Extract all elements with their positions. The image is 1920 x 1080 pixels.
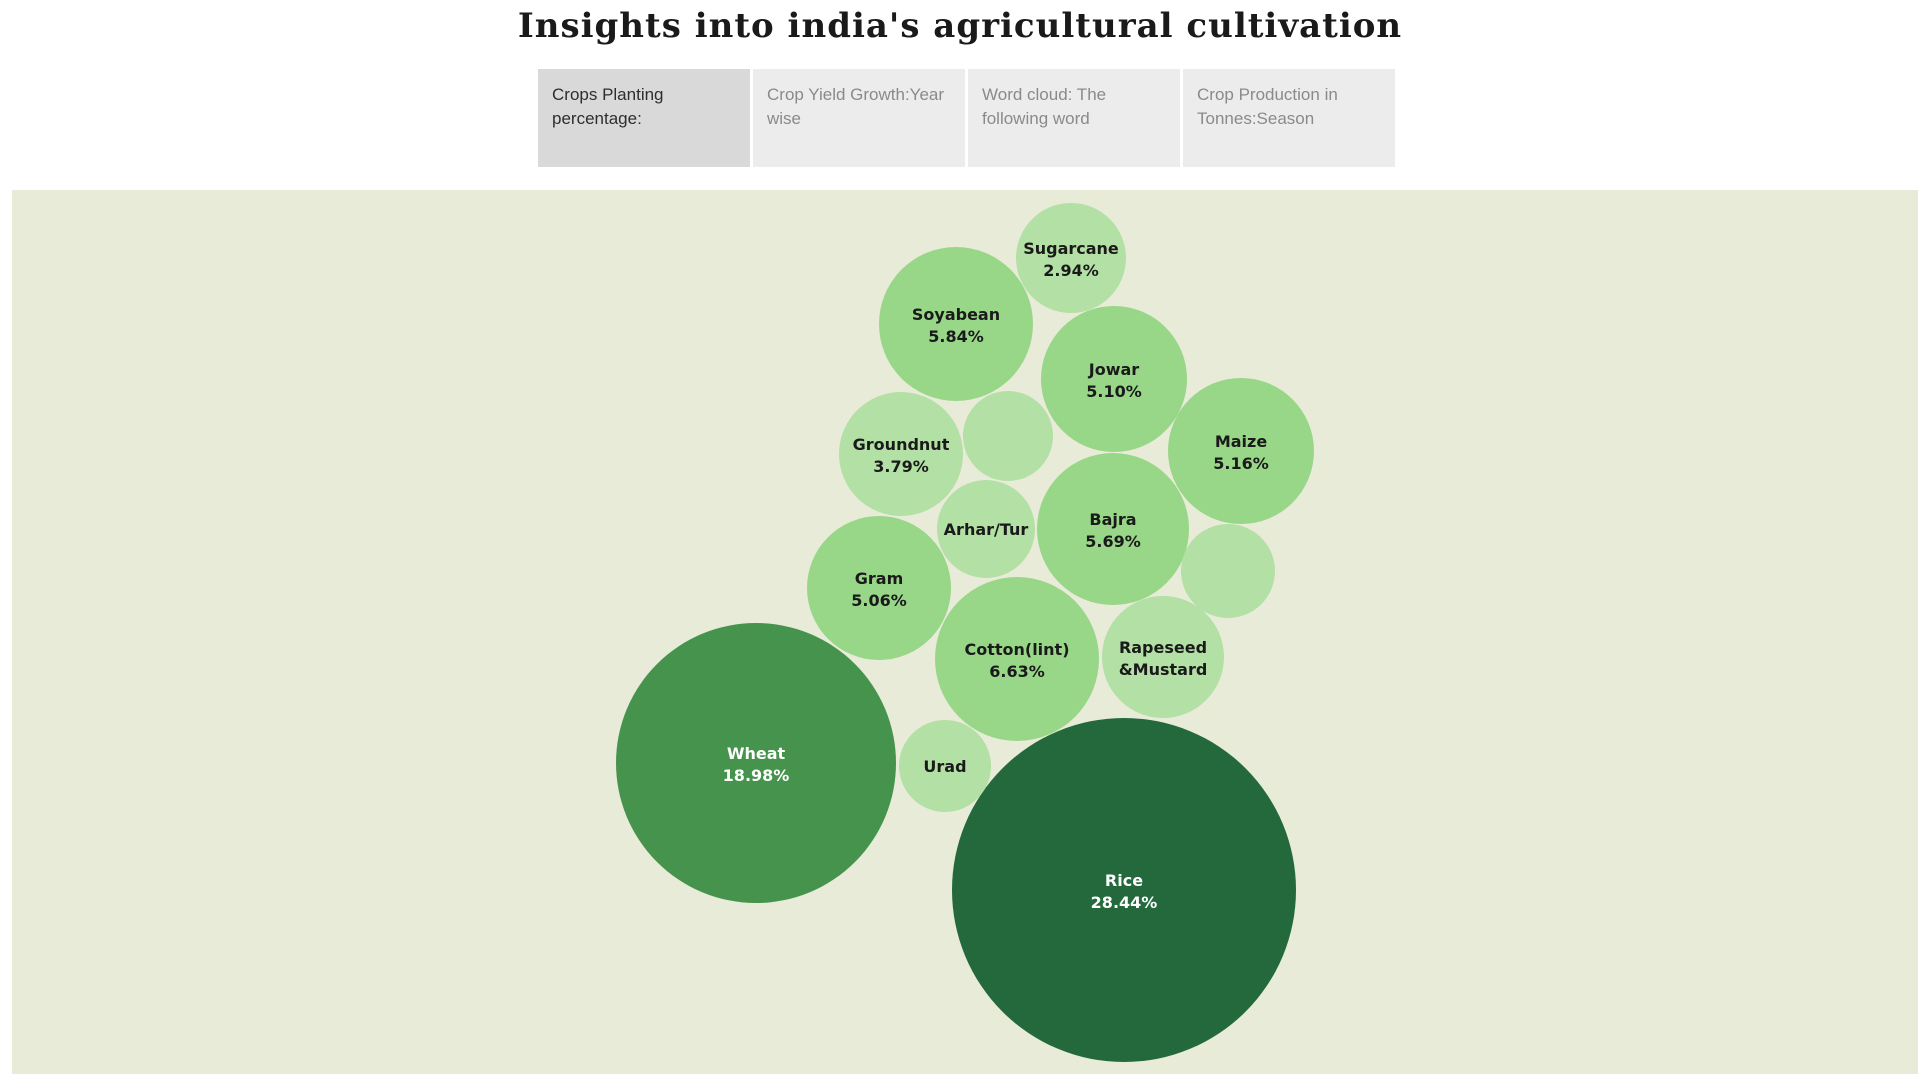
bubble-value-maize: 5.16%	[1213, 454, 1269, 473]
tab-crops-planting-percentage[interactable]: Crops Planting percentage:	[538, 69, 750, 167]
bubble-circle-jowar[interactable]	[1041, 306, 1187, 452]
bubble-urad[interactable]: Urad	[899, 720, 991, 812]
bubble-circle-sugarcane[interactable]	[1016, 203, 1126, 313]
bubble-value-wheat: 18.98%	[723, 766, 790, 785]
bubble-sugarcane[interactable]: Sugarcane 2.94%	[1016, 203, 1126, 313]
bubble-soyabean[interactable]: Soyabean 5.84%	[879, 247, 1033, 401]
bubble-circle-groundnut[interactable]	[839, 392, 963, 516]
bubble-circle-unlabeled-13[interactable]	[963, 391, 1053, 481]
bubble-gram[interactable]: Gram 5.06%	[807, 516, 951, 660]
bubble-groundnut[interactable]: Groundnut 3.79%	[839, 392, 963, 516]
bubble-value-jowar: 5.10%	[1086, 382, 1142, 401]
bubble-unlabeled-14[interactable]	[1181, 524, 1275, 618]
bubble-label-jowar: Jowar	[1088, 360, 1140, 379]
bubble-chart-area: Rice 28.44% Wheat 18.98% Cotton(lint) 6.63% So…	[12, 190, 1918, 1074]
bubble-circle-urad[interactable]	[899, 720, 991, 812]
bubble-label-sugarcane: Sugarcane	[1023, 239, 1119, 258]
bubble-value-groundnut: 3.79%	[873, 457, 929, 476]
bubble-circle-cotton-lint[interactable]	[935, 577, 1099, 741]
bubble-circle-bajra[interactable]	[1037, 453, 1189, 605]
bubble-label-maize: Maize	[1215, 432, 1268, 451]
bubble-value-soyabean: 5.84%	[928, 327, 984, 346]
tab-word-cloud[interactable]: Word cloud: The following word	[968, 69, 1180, 167]
bubble-circle-unlabeled-14[interactable]	[1181, 524, 1275, 618]
bubble-chart: Rice 28.44% Wheat 18.98% Cotton(lint) 6.63% So…	[616, 203, 1314, 1062]
bubble-label-cotton-lint: Cotton(lint)	[964, 640, 1069, 659]
bubble-circle-arhar-tur[interactable]	[937, 480, 1035, 578]
bubble-rice[interactable]: Rice 28.44%	[952, 718, 1296, 1062]
bubble-label-soyabean: Soyabean	[912, 305, 1000, 324]
tab-crop-yield-growth[interactable]: Crop Yield Growth:Year wise	[753, 69, 965, 167]
tab-crop-production-season[interactable]: Crop Production in Tonnes:Season	[1183, 69, 1395, 167]
bubble-label-rapeseed-mustard: Rapeseed	[1119, 638, 1207, 657]
bubble-label-wheat: Wheat	[727, 744, 786, 763]
bubble-wheat[interactable]: Wheat 18.98%	[616, 623, 896, 903]
bubble-circle-rice[interactable]	[952, 718, 1296, 1062]
bubble-jowar[interactable]: Jowar 5.10%	[1041, 306, 1187, 452]
bubble-value-gram: 5.06%	[851, 591, 907, 610]
bubble-circle-gram[interactable]	[807, 516, 951, 660]
bubble-circle-wheat[interactable]	[616, 623, 896, 903]
bubble-label-groundnut: Groundnut	[853, 435, 950, 454]
bubble-value-rapeseed-mustard: &Mustard	[1119, 660, 1208, 679]
bubble-bajra[interactable]: Bajra 5.69%	[1037, 453, 1189, 605]
bubble-value-cotton-lint: 6.63%	[989, 662, 1045, 681]
bubble-label-gram: Gram	[855, 569, 904, 588]
bubble-value-bajra: 5.69%	[1085, 532, 1141, 551]
bubble-label-rice: Rice	[1105, 871, 1143, 890]
bubble-arhar-tur[interactable]: Arhar/Tur	[937, 480, 1035, 578]
bubble-cotton-lint[interactable]: Cotton(lint) 6.63%	[935, 577, 1099, 741]
bubble-circle-soyabean[interactable]	[879, 247, 1033, 401]
bubble-maize[interactable]: Maize 5.16%	[1168, 378, 1314, 524]
bubble-value-rice: 28.44%	[1091, 893, 1158, 912]
page-title: Insights into india's agricultural culti…	[517, 6, 1403, 46]
bubble-unlabeled-13[interactable]	[963, 391, 1053, 481]
bubble-circle-rapeseed-mustard[interactable]	[1102, 596, 1224, 718]
bubble-rapeseed-mustard[interactable]: Rapeseed&Mustard	[1102, 596, 1224, 718]
bubble-label-urad: Urad	[923, 757, 966, 776]
bubble-value-sugarcane: 2.94%	[1043, 261, 1099, 280]
bubble-circle-maize[interactable]	[1168, 378, 1314, 524]
bubble-label-bajra: Bajra	[1089, 510, 1136, 529]
story-tabs: Crops Planting percentage: Crop Yield Gr…	[538, 69, 1398, 167]
bubble-label-arhar-tur: Arhar/Tur	[944, 520, 1029, 539]
